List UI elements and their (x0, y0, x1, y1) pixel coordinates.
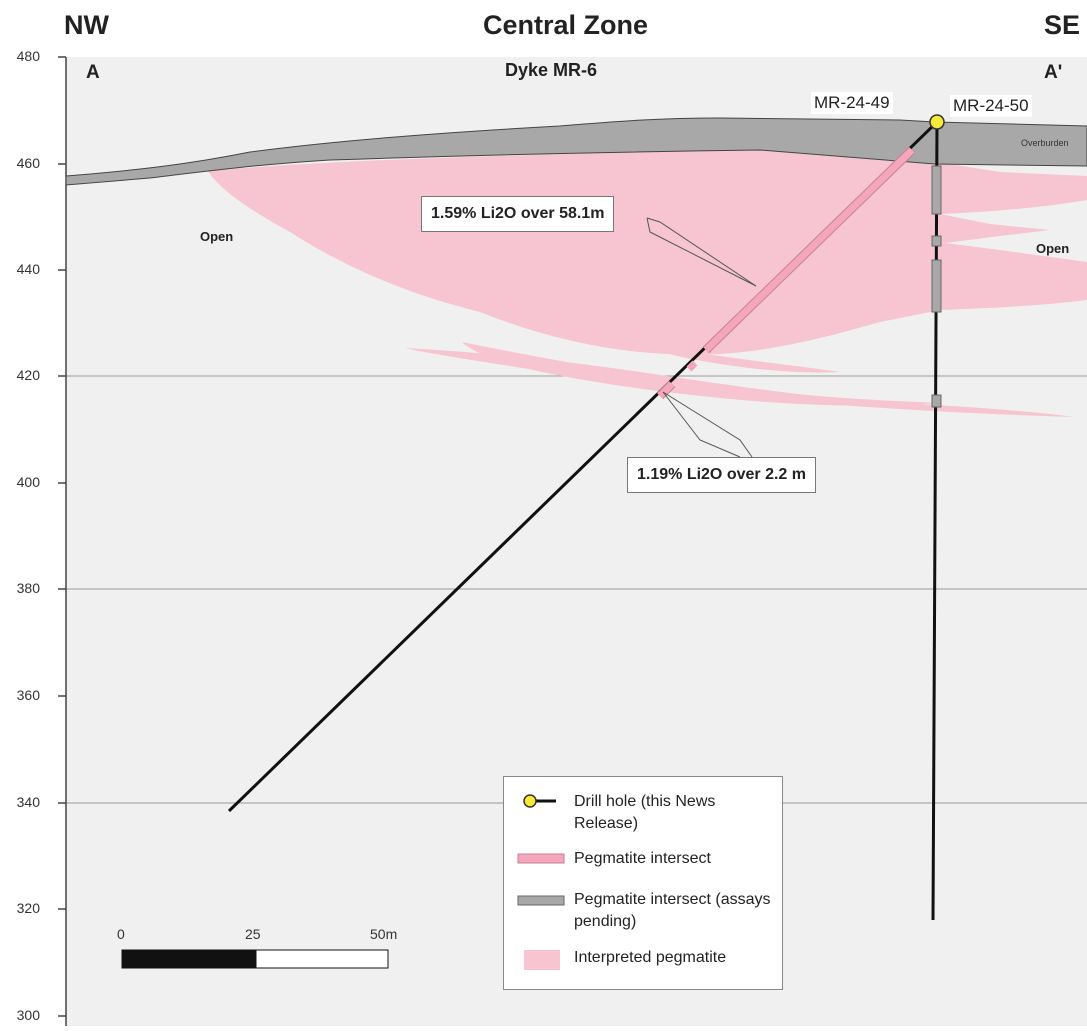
open-label-left: Open (200, 229, 234, 244)
direction-se: SE (1044, 10, 1081, 40)
interpreted-pegmatite-lens-lower (462, 342, 940, 406)
scale-label-0: 0 (117, 926, 125, 942)
zone-title: Central Zone (483, 10, 649, 40)
scale-label-50m: 50m (370, 926, 398, 942)
drill-trace-mr-24-50 (931, 121, 939, 921)
pending-intersects (931, 165, 942, 408)
tick-label: 400 (16, 474, 40, 490)
scale-label-25: 25 (245, 926, 261, 942)
callout-leader-lower (662, 391, 741, 458)
open-label-right: Open (1036, 241, 1070, 256)
hole-label-mr-24-50: MR-24-50 (950, 95, 1032, 117)
tick-label: 380 (16, 580, 40, 596)
assay-callout-upper: 1.59% Li2O over 58.1m (421, 196, 615, 232)
scale-bar (121, 949, 389, 969)
tick-label: 340 (16, 794, 40, 810)
legend: Drill hole (this News Release) Pegmatite… (503, 776, 783, 990)
tick-label: 420 (16, 367, 40, 383)
overburden-layer (65, 117, 1087, 186)
legend-pegmatite-intersect: Pegmatite intersect (574, 850, 711, 867)
direction-nw: NW (64, 10, 109, 40)
tick-label: 480 (16, 48, 40, 64)
tick-label: 300 (16, 1007, 40, 1023)
section-start-label: A (86, 62, 100, 83)
tick-label: 320 (16, 900, 40, 916)
tick-label: 440 (16, 261, 40, 277)
dyke-title: Dyke MR-6 (505, 60, 598, 80)
assay-callout-lower: 1.19% Li2O over 2.2 m (627, 457, 816, 493)
drill-collar-icon (929, 114, 945, 130)
pegmatite-intersect-small (686, 360, 698, 372)
callout-leader-upper (646, 217, 757, 287)
tick-label: 460 (16, 155, 40, 171)
pegmatite-intersect-lower (657, 381, 675, 399)
hole-label-mr-24-49: MR-24-49 (811, 92, 893, 114)
legend-drill-hole: Drill hole (this News Release) (574, 793, 716, 832)
legend-interpreted-pegmatite: Interpreted pegmatite (574, 949, 727, 966)
tick-label: 360 (16, 687, 40, 703)
legend-pegmatite-pending: Pegmatite intersect (assays pending) (574, 891, 771, 930)
y-axis-ticks (58, 56, 66, 1017)
section-end-label: A' (1044, 62, 1063, 83)
pegmatite-intersect-upper (703, 147, 915, 353)
overburden-label: Overburden (1021, 138, 1069, 148)
